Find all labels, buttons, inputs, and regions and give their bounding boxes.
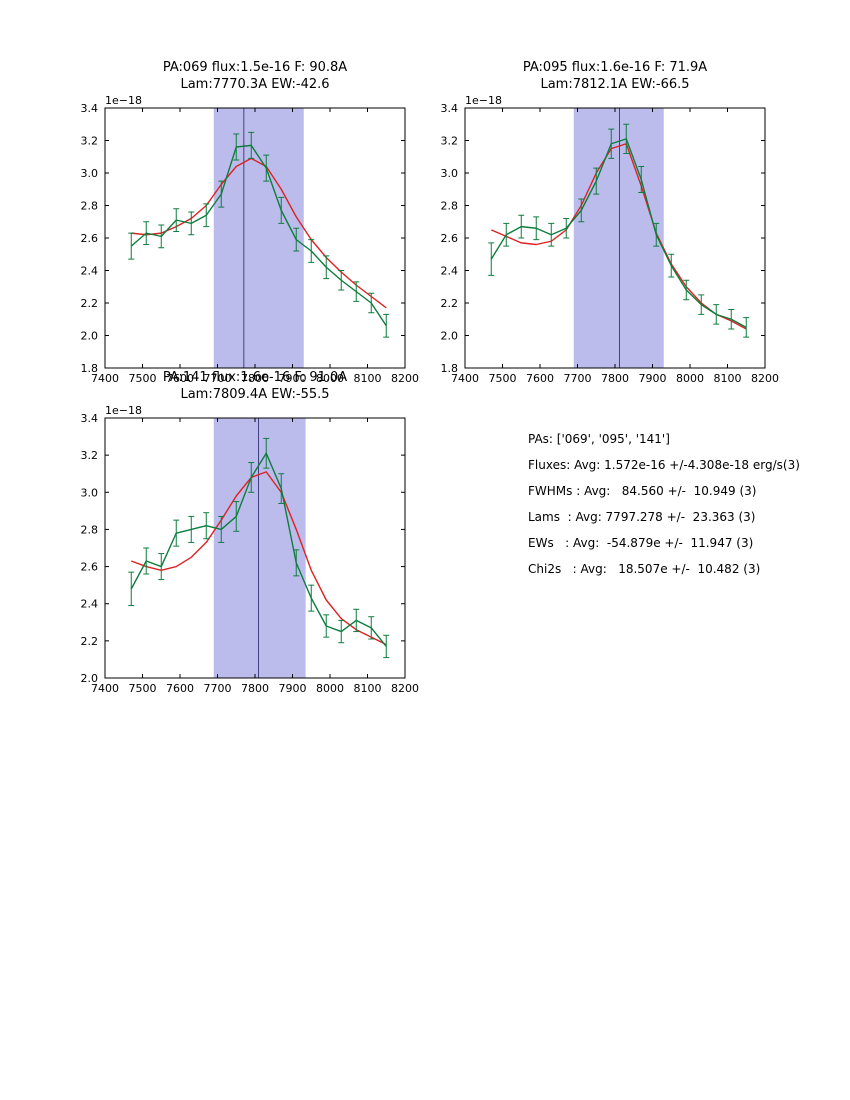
spectrum-plot-pa069: PA:069 flux:1.5e-16 F: 90.8A Lam:7770.3A…: [60, 59, 426, 391]
svg-text:8200: 8200: [391, 682, 419, 695]
svg-text:3.4: 3.4: [81, 102, 99, 115]
plot-canvas: 7400 7500 7600 7700 7800 7900 8000 8100 8200 1.8 2…: [441, 94, 780, 385]
svg-text:1.8: 1.8: [81, 362, 99, 375]
svg-text:7900: 7900: [639, 372, 667, 385]
svg-text:2.4: 2.4: [81, 598, 99, 611]
svg-text:2.2: 2.2: [81, 635, 99, 648]
plot-canvas: 7400 7500 7600 7700 7800 7900 8000 8100 82002.02…: [81, 404, 420, 695]
plot-title-line1: PA:141 flux:1.6e-16 F: 91.0A: [162, 370, 348, 385]
spectrum-plot-pa141: PA:141 flux:1.6e-16 F: 91.0A Lam:7809.4A…: [60, 369, 426, 701]
svg-text:8100: 8100: [714, 372, 742, 385]
svg-text:2.2: 2.2: [81, 297, 99, 310]
y-ticks: 2.0 2.2 2.4 2.6 2.8 3.0 3.2 3.4: [81, 412, 405, 685]
svg-text:7800: 7800: [241, 372, 269, 385]
svg-text:3.2: 3.2: [441, 135, 459, 148]
svg-text:7800: 7800: [601, 372, 629, 385]
svg-text:2.0: 2.0: [81, 672, 99, 685]
stats-pas: PAs: ['069', '095', '141']: [528, 432, 670, 446]
y-axis-offset-label: 1e−18: [105, 404, 142, 417]
plot-title-line2: Lam:7812.1A EW:-66.5: [540, 77, 690, 92]
svg-text:8000: 8000: [676, 372, 704, 385]
integration-band: [213, 108, 304, 368]
spectrum-line: [130, 144, 387, 327]
integration-band: [213, 418, 306, 678]
svg-text:7600: 7600: [526, 372, 554, 385]
svg-text:8100: 8100: [354, 682, 382, 695]
svg-text:7700: 7700: [204, 372, 232, 385]
stats-lams: Lams : Avg: 7797.278 +/- 23.363 (3): [528, 510, 756, 524]
svg-text:3.4: 3.4: [441, 102, 459, 115]
plot-area-pa069: 7400 7500 7600 7700 7800 7900 8000 8100 8200 1.8 2…: [60, 93, 426, 391]
svg-text:3.4: 3.4: [81, 412, 99, 425]
svg-text:7900: 7900: [279, 682, 307, 695]
svg-text:8200: 8200: [391, 372, 419, 385]
x-ticks: 7400 7500 7600 7700 7800 7900 8000 8100 8200: [451, 108, 779, 385]
stats-fwhms: FWHMs : Avg: 84.560 +/- 10.949 (3): [528, 484, 757, 498]
stats-ews: EWs : Avg: -54.879e +/- 11.947 (3): [528, 536, 754, 550]
svg-text:1.8: 1.8: [441, 362, 459, 375]
x-ticks: 7400 7500 7600 7700 7800 7900 8000 8100 8200: [91, 418, 419, 695]
plot-title-pa141: PA:141 flux:1.6e-16 F: 91.0A Lam:7809.4A…: [105, 369, 405, 403]
plot-area-pa095: 7400 7500 7600 7700 7800 7900 8000 8100 8200 1.8 2…: [420, 93, 786, 391]
svg-text:7400: 7400: [91, 682, 119, 695]
svg-text:7500: 7500: [489, 372, 517, 385]
y-axis-offset-label: 1e−18: [465, 94, 502, 107]
svg-text:2.8: 2.8: [441, 200, 459, 213]
svg-text:3.0: 3.0: [441, 167, 459, 180]
fit-line: [490, 143, 747, 330]
svg-text:2.8: 2.8: [81, 200, 99, 213]
plot-title-line1: PA:095 flux:1.6e-16 F: 71.9A: [522, 60, 708, 75]
svg-text:8100: 8100: [354, 372, 382, 385]
svg-text:3.2: 3.2: [81, 135, 99, 148]
svg-text:7700: 7700: [204, 682, 232, 695]
stats-fluxes: Fluxes: Avg: 1.572e-16 +/-4.308e-18 erg/…: [528, 458, 800, 472]
plot-canvas: 7400 7500 7600 7700 7800 7900 8000 8100 8200 1.8 2…: [81, 94, 420, 385]
svg-text:2.4: 2.4: [441, 265, 459, 278]
svg-text:2.6: 2.6: [441, 232, 459, 245]
svg-text:3.0: 3.0: [81, 486, 99, 499]
svg-text:2.0: 2.0: [81, 330, 99, 343]
svg-text:7700: 7700: [564, 372, 592, 385]
spectrum-line: [130, 452, 387, 647]
y-ticks: 1.8 2.0 2.2 2.4 2.6 2.8 3.0 3.2 3.4: [81, 102, 405, 375]
svg-text:2.6: 2.6: [81, 232, 99, 245]
y-axis-offset-label: 1e−18: [105, 94, 142, 107]
svg-text:2.0: 2.0: [441, 330, 459, 343]
svg-text:7500: 7500: [129, 372, 157, 385]
svg-text:7400: 7400: [91, 372, 119, 385]
svg-text:3.0: 3.0: [81, 167, 99, 180]
spectrum-line: [490, 138, 747, 328]
svg-text:7500: 7500: [129, 682, 157, 695]
svg-text:7800: 7800: [241, 682, 269, 695]
spectrum-plot-pa095: PA:095 flux:1.6e-16 F: 71.9A Lam:7812.1A…: [420, 59, 786, 391]
svg-text:2.8: 2.8: [81, 523, 99, 536]
plot-title-pa069: PA:069 flux:1.5e-16 F: 90.8A Lam:7770.3A…: [105, 59, 405, 93]
svg-text:2.4: 2.4: [81, 265, 99, 278]
svg-text:7900: 7900: [279, 372, 307, 385]
svg-text:2.2: 2.2: [441, 297, 459, 310]
x-ticks: 7400 7500 7600 7700 7800 7900 8000 8100 8200: [91, 108, 419, 385]
svg-text:8000: 8000: [316, 682, 344, 695]
svg-text:7600: 7600: [166, 372, 194, 385]
plot-area-pa141: 7400 7500 7600 7700 7800 7900 8000 8100 8200 2.0 2…: [60, 403, 426, 701]
svg-text:3.2: 3.2: [81, 449, 99, 462]
stats-chi2s: Chi2s : Avg: 18.507e +/- 10.482 (3): [528, 562, 761, 576]
integration-band: [573, 108, 664, 368]
fit-line: [131, 157, 387, 309]
svg-text:2.6: 2.6: [81, 561, 99, 574]
plot-title-line2: Lam:7809.4A EW:-55.5: [180, 387, 330, 402]
plot-title-line2: Lam:7770.3A EW:-42.6: [180, 77, 330, 92]
y-ticks: 1.8 2.0 2.2 2.4 2.6 2.8 3.0 3.2 3.4: [441, 102, 765, 375]
plot-title-pa095: PA:095 flux:1.6e-16 F: 71.9A Lam:7812.1A…: [465, 59, 765, 93]
svg-text:7400: 7400: [451, 372, 479, 385]
svg-text:8000: 8000: [316, 372, 344, 385]
plot-title-line1: PA:069 flux:1.5e-16 F: 90.8A: [162, 60, 348, 75]
svg-text:7600: 7600: [166, 682, 194, 695]
summary-stats: PAs: ['069', '095', '141'] Fluxes: Avg: …: [528, 433, 800, 589]
svg-text:8200: 8200: [751, 372, 779, 385]
